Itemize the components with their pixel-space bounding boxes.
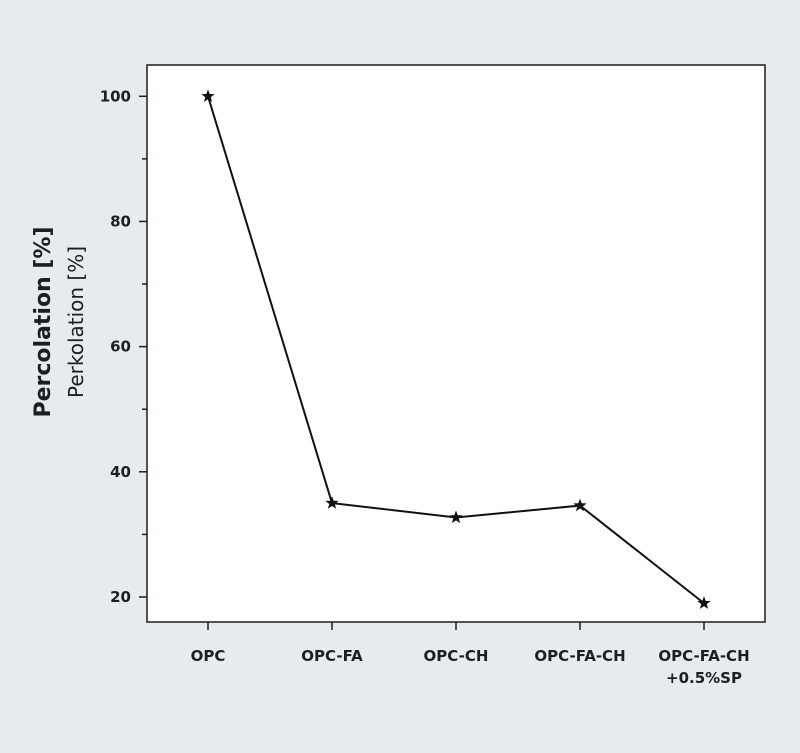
- data-point: [697, 596, 711, 609]
- y-tick-label: 20: [110, 588, 131, 606]
- x-tick-label: OPC-FA: [301, 647, 363, 665]
- y-axis-title-secondary: Perkolation [%]: [64, 246, 88, 398]
- x-tick-label: OPC: [191, 647, 226, 665]
- x-tick-label: OPC-FA-CH: [534, 647, 625, 665]
- data-point: [449, 510, 463, 524]
- x-axis: OPC OPC-FA OPC-CH OPC-FA-CH OPC-FA-CH +0.5%SP: [191, 622, 750, 687]
- y-axis-title: Percolation [%]: [31, 226, 56, 417]
- x-tick-label: OPC-FA-CH +0.5%SP: [658, 647, 749, 687]
- y-tick-label: 100: [100, 87, 131, 105]
- plot-area: [146, 64, 766, 623]
- series-percolation: [201, 89, 711, 609]
- data-point: [573, 498, 587, 512]
- data-point: [325, 496, 339, 509]
- y-axis: 20 40 60 80 100: [100, 87, 147, 606]
- y-tick-label: 80: [110, 212, 131, 230]
- x-tick-label: OPC-CH: [424, 647, 489, 665]
- y-tick-label: 40: [110, 463, 131, 481]
- y-tick-label: 60: [110, 338, 131, 356]
- data-point: [201, 89, 215, 102]
